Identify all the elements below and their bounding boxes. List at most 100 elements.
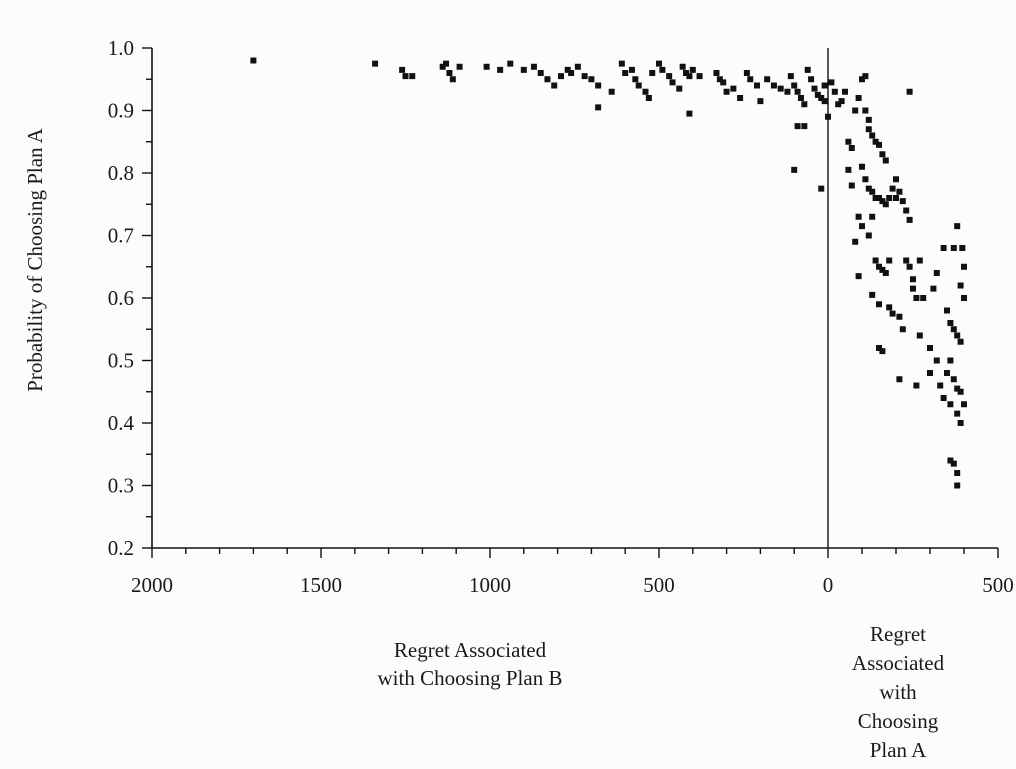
data-point (828, 79, 835, 86)
data-point (794, 123, 801, 130)
x-axis-title-plan-b-line-1: Regret Associated (393, 638, 547, 662)
data-point (879, 151, 886, 158)
data-point (899, 326, 906, 333)
data-point (865, 185, 872, 192)
data-point (770, 82, 777, 89)
data-point (879, 348, 886, 355)
data-point (959, 245, 966, 251)
data-point (947, 457, 954, 464)
data-point (947, 320, 954, 326)
data-point (507, 60, 514, 67)
data-point (443, 60, 450, 67)
data-point (903, 257, 910, 264)
data-point (862, 107, 869, 114)
y-tick-label: 0.9 (108, 99, 134, 123)
data-point (787, 73, 794, 80)
data-point (791, 82, 798, 89)
y-tick-label: 0.7 (108, 224, 134, 248)
data-point (446, 70, 453, 76)
data-point (645, 95, 652, 101)
data-point (910, 276, 916, 283)
data-point (804, 66, 811, 73)
data-point (747, 76, 754, 83)
data-point (954, 410, 961, 417)
data-point (794, 88, 801, 95)
data-point (720, 79, 727, 86)
data-point (754, 82, 761, 89)
x-tick-label: 500 (982, 573, 1014, 597)
data-point (818, 95, 825, 101)
data-point (618, 60, 625, 67)
data-point (876, 195, 882, 201)
data-point (940, 395, 947, 401)
data-point (954, 470, 961, 476)
data-point (686, 110, 693, 117)
data-point (635, 82, 642, 89)
data-point (950, 460, 957, 467)
x-axis-title-plan-b: Regret Associated with Choosing Plan B (300, 636, 640, 692)
x-axis-title-plan-a-line-3: with (879, 680, 917, 704)
data-point (679, 63, 686, 70)
data-point (835, 101, 842, 108)
y-axis-title: Probability of Choosing Plan A (23, 127, 47, 392)
data-point (791, 166, 798, 173)
data-point (855, 273, 862, 280)
data-point (723, 88, 730, 95)
data-point (954, 482, 961, 489)
data-point (530, 63, 537, 70)
y-tick-label: 0.5 (108, 349, 134, 373)
data-point (520, 66, 527, 73)
data-point (910, 285, 916, 292)
data-point (889, 310, 896, 317)
data-point (896, 376, 903, 383)
data-point (716, 76, 723, 83)
data-point (876, 263, 882, 270)
data-point (872, 138, 879, 145)
data-point (896, 313, 903, 320)
data-point (689, 66, 696, 73)
data-point (808, 76, 815, 83)
data-point (757, 98, 764, 105)
data-point (852, 107, 859, 114)
data-point (801, 123, 808, 130)
data-point (950, 376, 957, 383)
data-point (872, 257, 879, 264)
data-point (848, 182, 855, 189)
x-tick-label: 1000 (469, 573, 511, 597)
data-point (852, 238, 859, 245)
data-point (666, 73, 673, 80)
data-point (838, 98, 845, 105)
data-points (250, 57, 967, 489)
data-point (814, 91, 821, 98)
data-point (402, 73, 409, 80)
data-point (947, 401, 954, 408)
data-point (669, 79, 676, 86)
data-point (713, 70, 720, 76)
y-tick-label: 0.2 (108, 536, 134, 560)
x-axis-title-plan-b-line-2: with Choosing Plan B (377, 666, 563, 690)
data-point (865, 116, 872, 123)
data-point (818, 185, 825, 192)
data-point (882, 201, 889, 208)
data-point (930, 285, 937, 292)
data-point (937, 382, 944, 389)
data-point (927, 370, 933, 376)
data-point (957, 420, 964, 426)
data-point (628, 66, 635, 73)
data-point (449, 76, 456, 83)
data-point (954, 223, 961, 230)
data-point (588, 76, 595, 83)
data-point (595, 82, 602, 89)
data-point (865, 126, 872, 133)
data-point (642, 88, 649, 95)
data-point (882, 270, 889, 276)
data-point (737, 95, 744, 101)
x-axis-title-plan-a-line-4: Choosing (857, 709, 939, 733)
data-point (944, 370, 950, 376)
data-point (886, 257, 893, 264)
x-axis-title-plan-a: Regret Associated with Choosing Plan A (808, 620, 988, 765)
data-point (845, 138, 852, 145)
axes: 0.2 0.3 0.4 0.5 0.6 0.7 0.8 0.9 1.0 2000 1500 1000 5… (108, 36, 1014, 597)
data-point (950, 326, 957, 333)
